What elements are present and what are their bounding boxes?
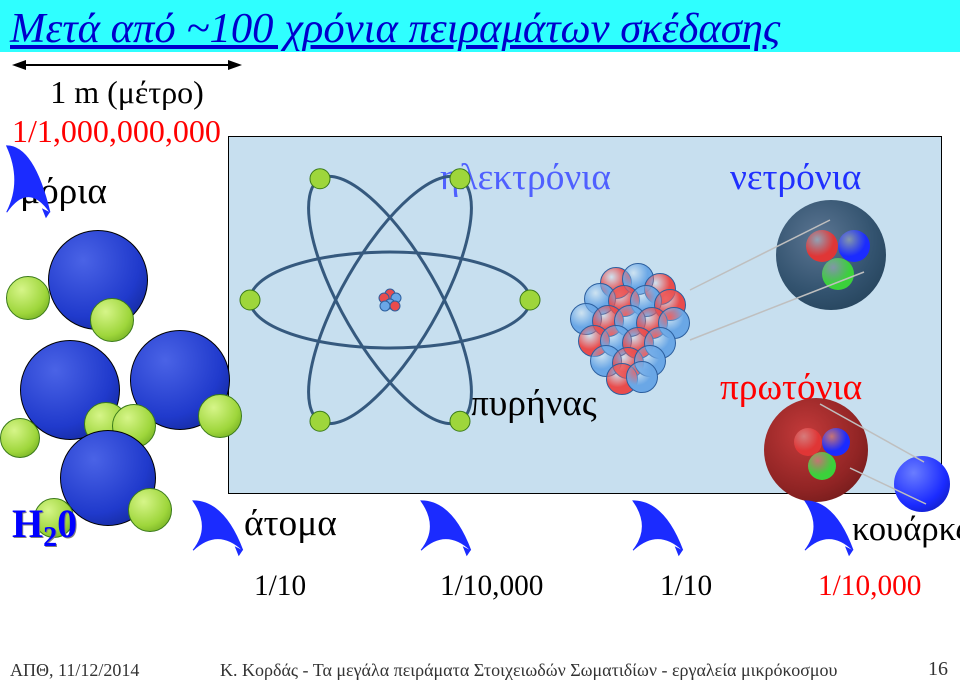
neutrons-label: νετρόνια: [730, 156, 861, 199]
h2o-label: H20: [12, 500, 77, 554]
zoom-arc: [4, 142, 58, 220]
molecule-hydrogen: [90, 298, 134, 342]
molecule-hydrogen: [6, 276, 50, 320]
molecule-hydrogen: [128, 488, 172, 532]
molecule-hydrogen: [198, 394, 242, 438]
slide: { "title": { "text": "Μετά από ~100 χρόν…: [0, 0, 960, 687]
zoom-arc: [418, 498, 480, 556]
slide-title: Μετά από ~100 χρόνια πειραμάτων σκέδασης: [0, 0, 960, 52]
quarks-label: κουάρκς: [852, 510, 960, 549]
h2o-H: H: [12, 501, 43, 546]
zoom-arc: [630, 498, 692, 556]
nucleon-neutron: [626, 361, 658, 393]
quark-blue: [838, 230, 870, 262]
zoom-arc: [190, 498, 252, 556]
lone-quark: [894, 456, 950, 512]
meter-arrow: [12, 58, 242, 72]
quark-green: [808, 452, 836, 480]
scale-label: 1/10: [254, 570, 306, 603]
atom-diagram: [240, 150, 540, 450]
atoms-label: άτομα: [244, 502, 337, 545]
molecule-hydrogen: [0, 418, 40, 458]
title-text: Μετά από ~100 χρόνια πειραμάτων σκέδασης: [10, 5, 780, 52]
meter-label: 1 m (μέτρο): [12, 74, 242, 111]
footer-mid: Κ. Κορδάς - Τα μεγάλα πειράματα Στοιχειω…: [220, 660, 837, 681]
scale-label: 1/10,000: [440, 570, 543, 603]
nucleus-cluster: [560, 255, 690, 385]
quark-red: [806, 230, 838, 262]
quark-green: [822, 258, 854, 290]
scale-label: 1/10,000: [818, 570, 921, 603]
proton-diagram: [764, 398, 868, 502]
footer-page: 16: [928, 658, 948, 681]
scale-label: 1/10: [660, 570, 712, 603]
footer-left: ΑΠΘ, 11/12/2014: [10, 660, 139, 681]
neutron-diagram: [776, 200, 886, 310]
h2o-0: 0: [57, 501, 77, 546]
h2o-2: 2: [43, 522, 57, 553]
